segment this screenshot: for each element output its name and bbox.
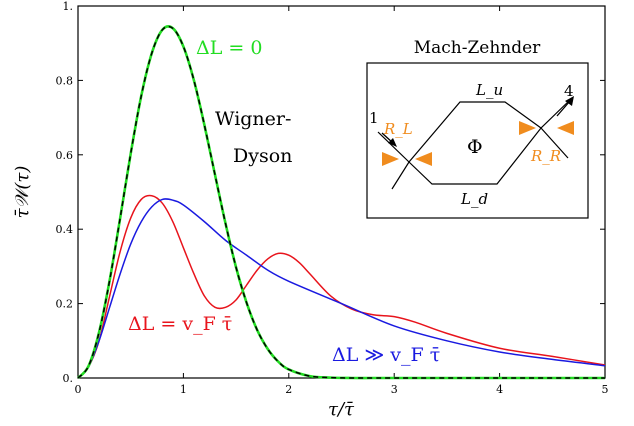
inset-port-out: 4	[564, 82, 574, 100]
upper-arm-path	[391, 101, 542, 190]
y-tick-label: 0.4	[56, 223, 74, 236]
left-qpc-triangle-right	[415, 152, 432, 166]
y-tick-label: 0.8	[56, 74, 74, 87]
right-qpc-triangle-left	[519, 121, 536, 135]
inset-title: Mach-Zehnder	[414, 38, 541, 58]
input-arrow-head	[388, 138, 397, 147]
inset-left-qpc-label: R_L	[383, 120, 413, 138]
axis-ticks: 0 1 2 3 4 5 0. 0.2 0.4 0.6 0.8 1.	[56, 0, 609, 396]
x-tick-label: 0	[75, 383, 82, 396]
x-tick-label: 3	[391, 383, 398, 396]
inset-border	[366, 62, 589, 219]
series-line-wigner-dyson	[77, 25, 605, 379]
y-axis-label: τ̄𝒲(τ)	[12, 166, 33, 219]
annotation-wigner-line1: Wigner-	[215, 108, 291, 130]
x-tick-label: 4	[496, 383, 503, 396]
series-line-delta-l-much-greater	[77, 198, 606, 379]
x-tick-label: 5	[602, 383, 609, 396]
left-qpc-triangle-left	[382, 152, 399, 166]
x-tick-label: 1	[180, 383, 187, 396]
inset-right-qpc-label: R_R	[530, 147, 561, 165]
x-tick-label: 2	[285, 383, 292, 396]
x-axis-label: τ/τ̄	[328, 399, 355, 420]
inset-mach-zehnder: Mach-Zehnder 1 4 R_L R_R L_u L_d Φ	[366, 38, 589, 219]
y-tick-label: 0.2	[56, 298, 74, 311]
output-arrow-head	[565, 96, 574, 106]
right-qpc-triangle-right	[557, 121, 574, 135]
inset-lower-arm-label: L_d	[460, 190, 488, 208]
annotation-wigner-line2: Dyson	[233, 145, 292, 167]
y-tick-label: 0.6	[56, 149, 74, 162]
lower-arm-path	[377, 97, 573, 185]
annotation-delta-l-zero: ΔL = 0	[196, 37, 262, 59]
inset-port-in: 1	[369, 109, 379, 127]
output-arrow-shaft	[556, 100, 571, 117]
right-output-line	[540, 127, 569, 159]
y-tick-label: 1.	[63, 0, 74, 13]
annotation-delta-l-much-greater: ΔL ≫ v_F τ̄	[332, 344, 440, 366]
y-tick-label: 0.	[63, 372, 74, 385]
data-curves	[77, 25, 606, 380]
series-line-delta-l-vf	[77, 194, 606, 379]
annotation-delta-l-vf: ΔL = v_F τ̄	[128, 313, 232, 335]
inset-flux-label: Φ	[467, 136, 483, 158]
inset-upper-arm-label: L_u	[475, 81, 503, 99]
